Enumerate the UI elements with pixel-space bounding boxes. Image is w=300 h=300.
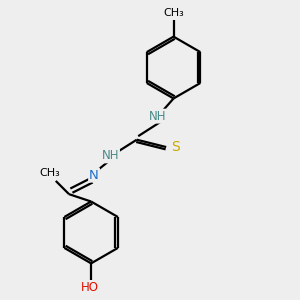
Text: HO: HO bbox=[81, 281, 99, 294]
Text: CH₃: CH₃ bbox=[39, 168, 60, 178]
Text: NH: NH bbox=[101, 149, 119, 162]
Text: S: S bbox=[171, 140, 180, 154]
Text: CH₃: CH₃ bbox=[163, 8, 184, 18]
Text: NH: NH bbox=[148, 110, 166, 123]
Text: N: N bbox=[89, 169, 99, 182]
